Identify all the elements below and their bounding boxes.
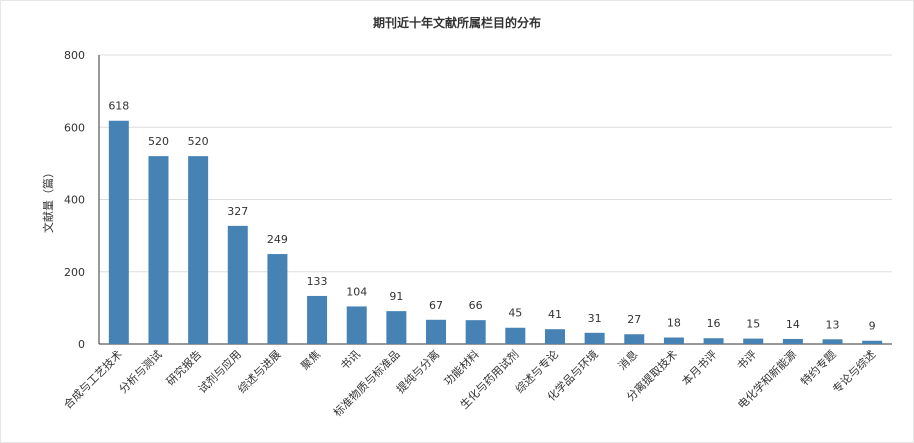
bar (624, 334, 645, 344)
data-label: 520 (188, 135, 209, 148)
category-label: 分析与测试 (116, 347, 165, 396)
data-label: 133 (307, 275, 328, 288)
data-label: 15 (746, 318, 760, 331)
category-label: 书评 (735, 348, 760, 373)
data-labels: 618 520 520 327 249 133 104 91 67 66 45 41 31 27 18 16 1… (108, 100, 875, 333)
data-label: 66 (469, 299, 483, 312)
category-label: 标准物质与标准品 (330, 347, 402, 419)
data-label: 67 (429, 299, 443, 312)
category-label: 研究报告 (163, 347, 204, 388)
category-label: 消息 (615, 347, 640, 372)
bar (782, 338, 803, 344)
y-tick-label: 200 (64, 266, 85, 279)
data-label: 91 (389, 290, 403, 303)
bar (227, 225, 248, 344)
y-tick-label: 0 (78, 338, 85, 351)
bar (505, 327, 526, 344)
category-label: 聚焦 (298, 348, 323, 373)
bar (862, 340, 883, 344)
bar (663, 337, 684, 344)
data-label: 45 (508, 307, 522, 320)
data-label: 327 (227, 205, 248, 218)
bar (346, 306, 367, 344)
y-tick-labels: 0 200 400 600 800 (64, 49, 85, 351)
y-tick-label: 400 (64, 194, 85, 207)
data-label: 14 (786, 318, 800, 331)
bar (108, 120, 129, 344)
y-tick-label: 600 (64, 121, 85, 134)
category-label: 功能材料 (441, 347, 482, 388)
category-label: 专论与综述 (830, 347, 879, 396)
bar (584, 332, 605, 344)
bar (307, 295, 328, 344)
grid-lines (99, 54, 892, 273)
category-label: 提纯与分离 (393, 347, 442, 396)
chart-title: 期刊近十年文献所属栏目的分布 (373, 15, 541, 30)
bar (386, 311, 407, 344)
data-label: 31 (588, 312, 602, 325)
data-label: 9 (869, 320, 876, 333)
category-label: 特约专题 (798, 347, 839, 388)
bar (188, 156, 209, 344)
bar (822, 339, 843, 344)
bar (743, 338, 764, 344)
data-label: 249 (267, 233, 288, 246)
category-label: 综述与进展 (235, 347, 284, 396)
y-axis-label: 文献量（篇） (41, 167, 55, 233)
bar (267, 254, 288, 344)
data-label: 520 (148, 135, 169, 148)
category-label: 合成与工艺技术 (61, 347, 125, 411)
data-label: 41 (548, 308, 562, 321)
category-label: 本月书评 (679, 347, 720, 388)
bar (148, 156, 169, 344)
data-label: 27 (627, 313, 641, 326)
bars (108, 120, 883, 344)
category-label: 书讯 (338, 348, 363, 373)
bar (426, 319, 447, 344)
data-label: 618 (108, 100, 129, 113)
data-label: 16 (707, 317, 721, 330)
data-label: 13 (826, 318, 840, 331)
bar (544, 329, 565, 344)
bar (703, 338, 724, 344)
data-label: 18 (667, 316, 681, 329)
data-label: 104 (346, 285, 367, 298)
y-tick-label: 800 (64, 49, 85, 62)
bar (465, 320, 486, 344)
